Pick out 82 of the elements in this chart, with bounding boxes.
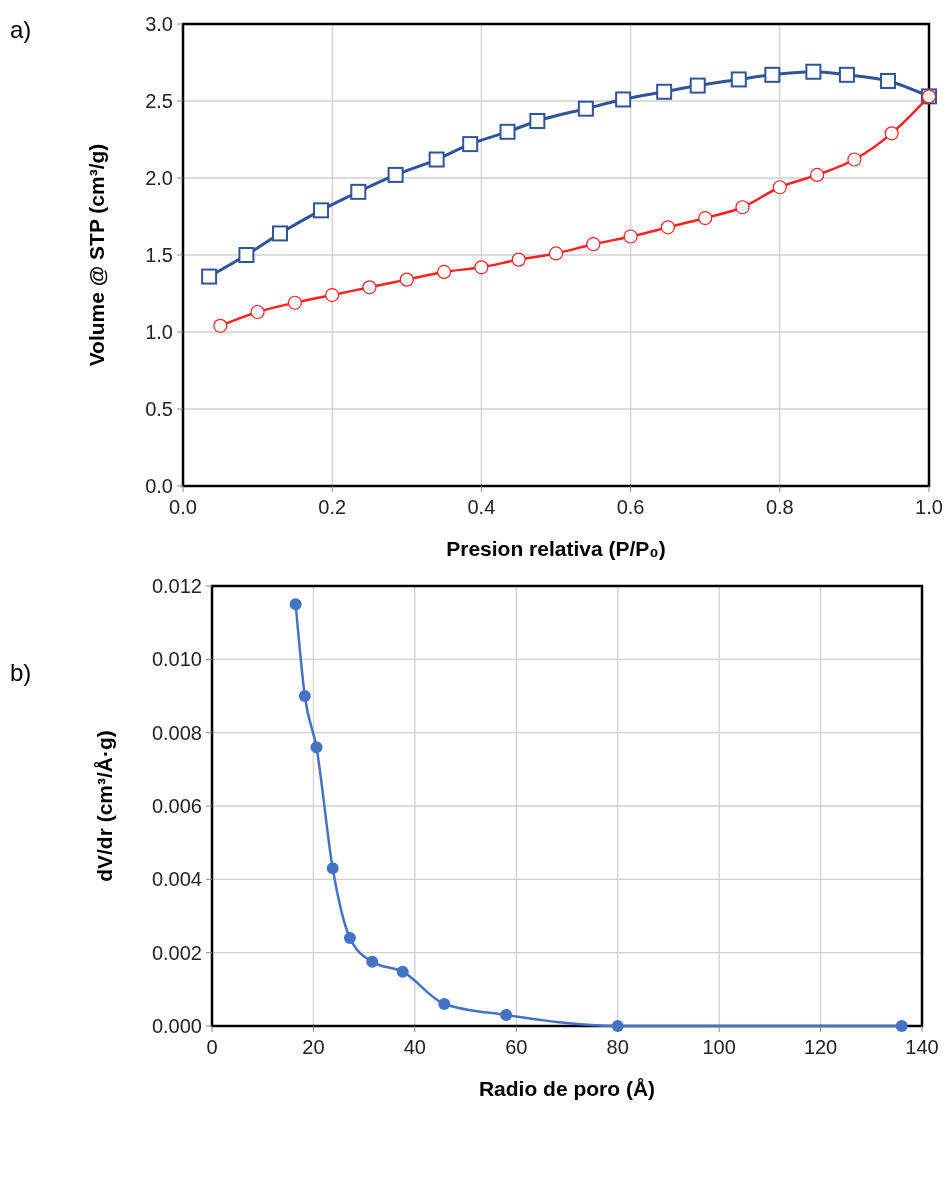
point: [326, 862, 339, 875]
point: [474, 260, 489, 275]
point: [764, 66, 781, 83]
point: [462, 136, 479, 153]
point: [730, 71, 747, 88]
x-tick-label: 40: [403, 1036, 426, 1058]
x-tick-label: 0.6: [616, 496, 645, 518]
x-tick-label: 100: [702, 1036, 736, 1058]
point: [298, 690, 311, 702]
point: [399, 272, 414, 287]
point: [250, 304, 265, 320]
y-tick-label: 0.5: [145, 398, 173, 420]
point: [438, 998, 451, 1010]
point: [611, 1020, 624, 1032]
point: [689, 77, 706, 94]
y-tick-label: 0.0: [145, 475, 173, 497]
point: [660, 220, 675, 235]
point: [437, 264, 452, 280]
point: [289, 598, 302, 611]
y-tick-label: 1.5: [145, 244, 173, 266]
point: [577, 100, 594, 117]
point: [325, 287, 340, 303]
x-tick-label: 120: [803, 1036, 838, 1058]
y-tick-label: 0.012: [151, 575, 202, 597]
x-tick-label: 0.2: [318, 496, 347, 518]
point: [879, 72, 896, 89]
point: [396, 965, 409, 978]
point: [313, 202, 330, 219]
point: [271, 225, 288, 242]
y-tick-label: 0.006: [151, 795, 202, 817]
point: [387, 166, 404, 183]
point: [529, 113, 546, 130]
x-tick-label: 1.0: [915, 496, 943, 518]
point: [895, 1020, 908, 1032]
y-tick-label: 3.0: [145, 13, 173, 35]
point: [548, 246, 564, 261]
point: [343, 932, 356, 944]
point: [366, 955, 379, 968]
point: [805, 63, 822, 80]
x-tick-label: 20: [302, 1036, 325, 1058]
x-tick-label: 0.4: [467, 496, 496, 518]
point: [586, 237, 601, 252]
y-tick-label: 2.5: [145, 90, 173, 112]
point: [810, 167, 825, 183]
y-tick-label: 0.000: [151, 1015, 202, 1037]
point: [287, 295, 302, 310]
point: [838, 66, 855, 83]
point: [656, 83, 673, 100]
point: [310, 741, 323, 754]
point: [201, 268, 218, 285]
point: [847, 152, 862, 167]
x-axis-title: Presion relativa (P/P₀): [446, 537, 666, 560]
text: a): [10, 16, 32, 43]
y-tick-label: 0.010: [151, 648, 202, 671]
point: [772, 180, 787, 195]
x-tick-label: 80: [606, 1036, 629, 1058]
y-tick-label: 0.002: [151, 941, 202, 964]
point: [213, 318, 228, 333]
point: [615, 91, 632, 108]
x-tick-label: 140: [905, 1036, 939, 1058]
point: [884, 126, 899, 141]
point: [362, 280, 377, 295]
x-axis-title: Radio de poro (Å): [478, 1077, 656, 1100]
point: [511, 252, 526, 267]
x-tick-label: 0: [206, 1036, 218, 1058]
x-tick-label: 60: [505, 1036, 528, 1058]
point: [698, 210, 713, 226]
y-tick-label: 2.0: [145, 167, 173, 189]
text: b): [10, 659, 32, 686]
y-tick-label: 0.004: [151, 868, 202, 891]
point: [238, 247, 255, 263]
point: [735, 200, 750, 215]
point: [500, 1009, 513, 1021]
y-axis-title: Volume @ STP (cm³/g): [85, 143, 108, 367]
x-tick-label: 0.8: [765, 496, 794, 518]
point: [428, 151, 445, 168]
y-tick-label: 0.008: [151, 721, 202, 744]
point: [623, 229, 638, 244]
y-tick-label: 1.0: [145, 321, 173, 343]
point: [499, 123, 516, 140]
y-axis-title: dV/dr (cm³/Å·g): [93, 730, 116, 882]
point: [350, 183, 367, 200]
